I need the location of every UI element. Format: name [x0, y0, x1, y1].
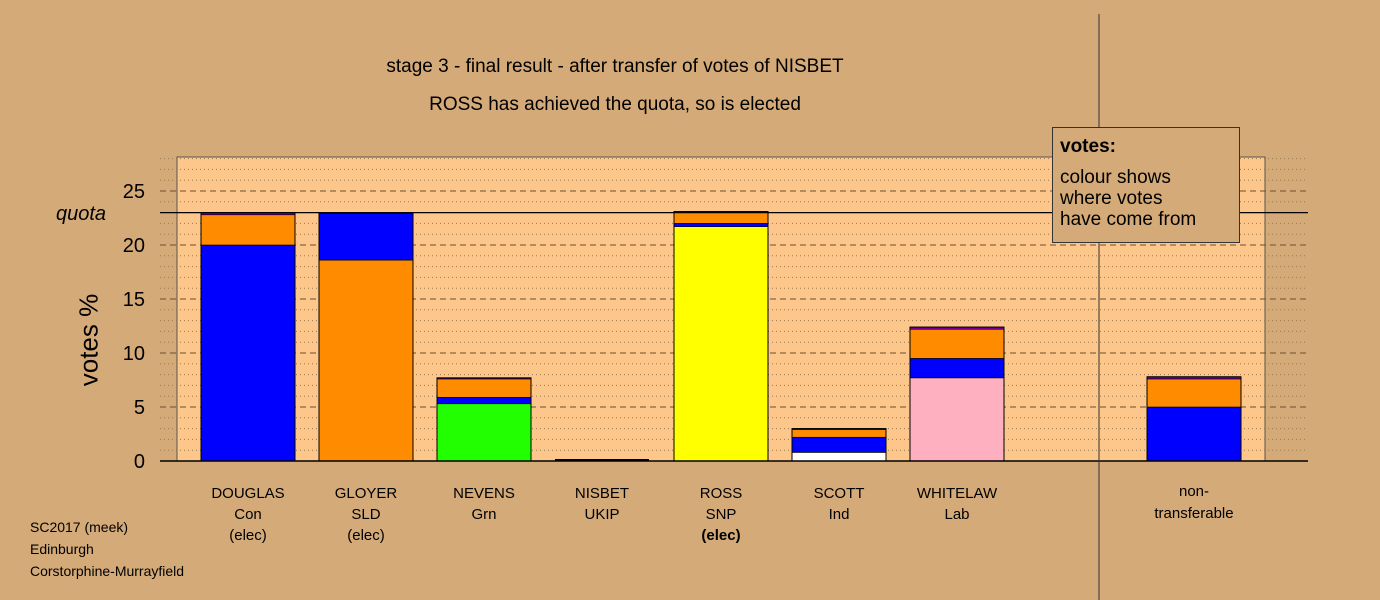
y-tick-label: 25	[123, 181, 145, 203]
x-tick-party: UKIP	[584, 506, 619, 523]
bar-segment	[673, 226, 769, 462]
bar-segment	[673, 223, 769, 227]
chart-subtitle: ROSS has achieved the quota, so is elect…	[429, 94, 801, 115]
x-tick-label: WHITELAW	[917, 485, 998, 502]
x-tick-label: GLOYER	[335, 485, 398, 502]
bar-segment	[318, 213, 414, 261]
y-tick-label: 0	[134, 451, 145, 473]
bar-segment	[909, 377, 1005, 462]
footer-line: SC2017 (meek)	[30, 519, 129, 535]
bar-segment	[200, 244, 296, 462]
x-tick-party: Ind	[829, 506, 850, 523]
bar-segment	[791, 429, 887, 438]
x-tick-party: SLD	[351, 506, 380, 523]
x-tick-status: (elec)	[347, 527, 385, 544]
bar-segment	[436, 396, 532, 405]
x-tick-label-nontransferable: non-	[1179, 483, 1209, 500]
x-tick-party: Con	[234, 506, 262, 523]
bar-segment	[318, 259, 414, 462]
bar-segment	[909, 328, 1005, 359]
x-tick-label-nontransferable: transferable	[1154, 505, 1233, 522]
x-tick-status: (elec)	[229, 527, 267, 544]
footer-line: Edinburgh	[30, 541, 94, 557]
x-tick-party: Grn	[471, 506, 496, 523]
bar-segment	[791, 436, 887, 453]
x-tick-label: SCOTT	[814, 485, 865, 502]
bar-segment	[791, 452, 887, 462]
y-tick-label: 10	[123, 343, 145, 365]
bar-segment	[436, 378, 532, 398]
x-tick-label: NISBET	[575, 485, 629, 502]
legend-line: where votes	[1060, 188, 1163, 209]
y-axis-label: votes %	[73, 293, 104, 387]
legend-line: colour shows	[1060, 167, 1171, 188]
bar-segment	[909, 358, 1005, 379]
y-tick-label: 15	[123, 289, 145, 311]
x-tick-status: (elec)	[701, 527, 740, 544]
quota-label: quota	[56, 203, 107, 225]
bar-segment	[200, 214, 296, 246]
legend-line: have come from	[1060, 209, 1197, 230]
x-tick-label: DOUGLAS	[211, 485, 284, 502]
y-tick-label: 20	[123, 235, 145, 257]
nontransferable-segment	[1146, 378, 1242, 408]
y-tick-label: 5	[134, 397, 145, 419]
x-tick-party: SNP	[706, 506, 737, 523]
legend-heading: votes:	[1060, 136, 1116, 157]
x-tick-label: ROSS	[700, 485, 743, 502]
nontransferable-segment	[1146, 406, 1242, 462]
x-tick-label: NEVENS	[453, 485, 515, 502]
chart-title: stage 3 - final result - after transfer …	[386, 56, 844, 77]
bar-segment	[436, 403, 532, 462]
footer-info: SC2017 (meek) Edinburgh Corstorphine-Mur…	[30, 516, 184, 582]
x-tick-party: Lab	[944, 506, 969, 523]
footer-line: Corstorphine-Murrayfield	[30, 563, 185, 579]
bar-segment	[673, 212, 769, 224]
legend-box: votes: colour shows where votes have com…	[1052, 127, 1240, 243]
